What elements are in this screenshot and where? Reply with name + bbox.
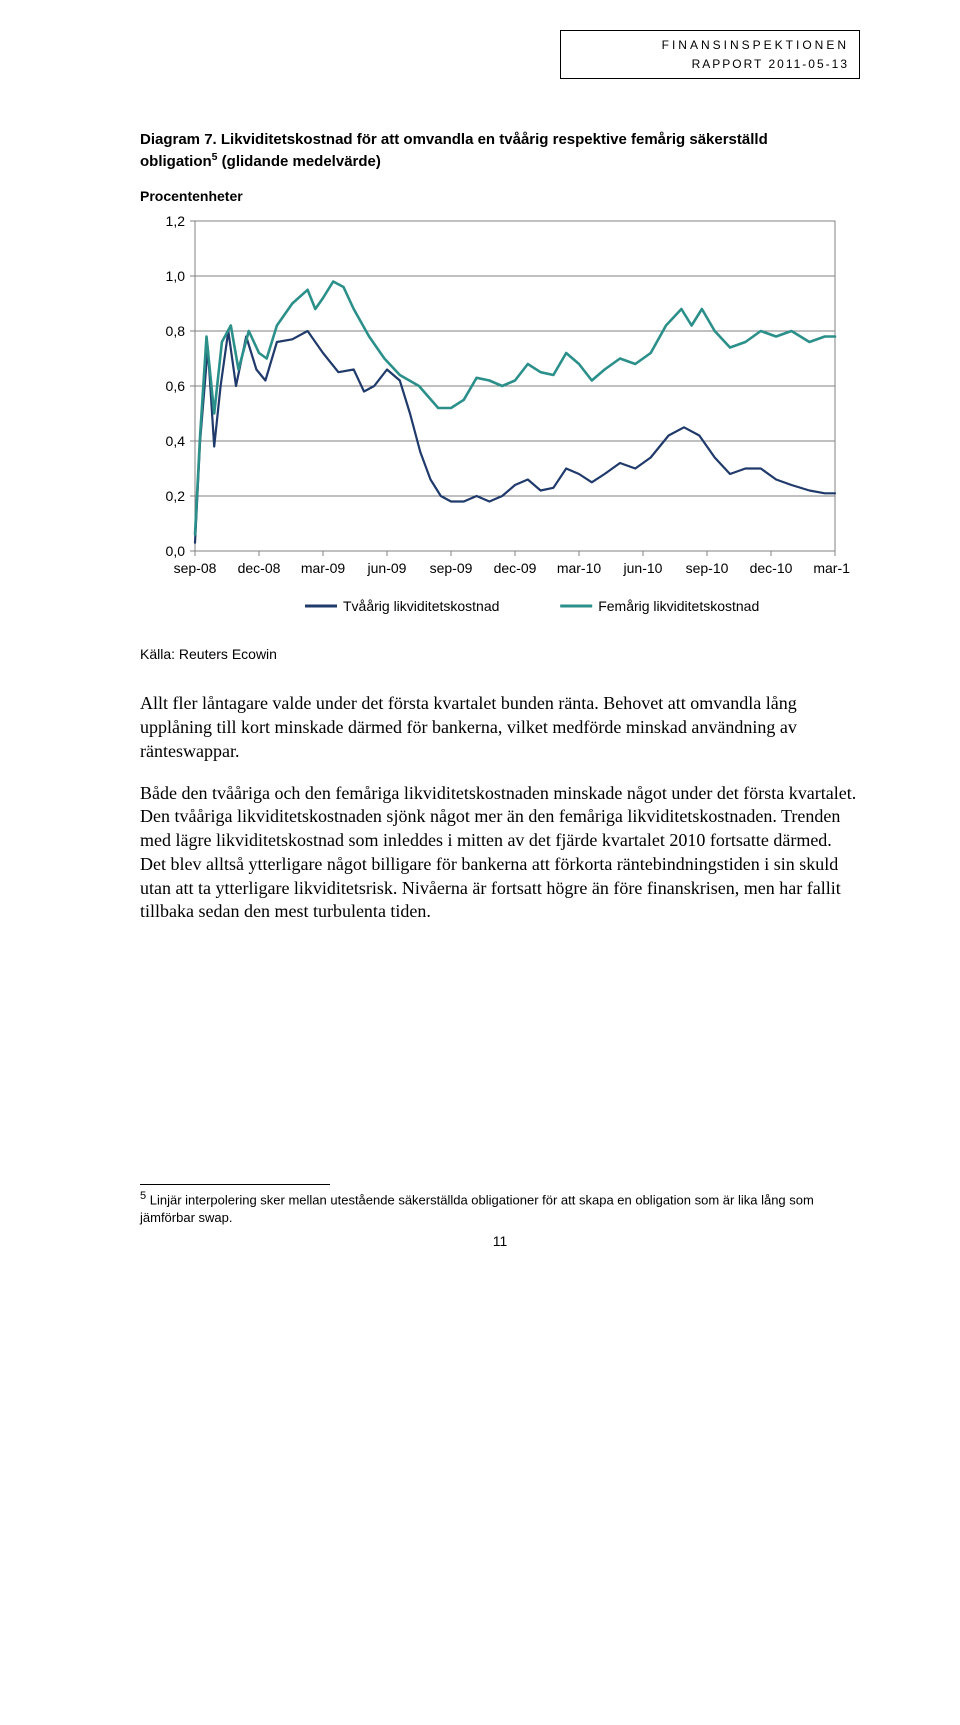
paragraph-1: Allt fler låntagare valde under det förs… — [140, 692, 860, 763]
svg-text:sep-09: sep-09 — [430, 560, 473, 576]
svg-text:1,0: 1,0 — [166, 268, 186, 284]
figure-block: Diagram 7. Likviditetskostnad för att om… — [140, 130, 860, 664]
page-number: 11 — [140, 1232, 860, 1251]
figure-label: Diagram 7. — [140, 131, 217, 148]
header-rapport: RAPPORT 2011-05-13 — [571, 56, 849, 72]
svg-text:sep-08: sep-08 — [174, 560, 217, 576]
svg-text:1,2: 1,2 — [166, 213, 186, 229]
svg-text:mar-11: mar-11 — [813, 560, 850, 576]
svg-text:0,2: 0,2 — [166, 488, 186, 504]
figure-subtitle: obligation5 (glidande medelvärde) — [140, 150, 860, 172]
footnote-text: Linjär interpolering sker mellan uteståe… — [140, 1192, 814, 1225]
svg-text:jun-10: jun-10 — [623, 560, 663, 576]
svg-text:Femårig likviditetskostnad: Femårig likviditetskostnad — [598, 598, 759, 614]
footnote-separator — [140, 1184, 330, 1185]
svg-text:dec-10: dec-10 — [750, 560, 793, 576]
svg-text:sep-10: sep-10 — [686, 560, 729, 576]
figure-title-line2-pre: obligation — [140, 153, 212, 170]
svg-text:dec-08: dec-08 — [238, 560, 281, 576]
figure-title: Diagram 7. Likviditetskostnad för att om… — [140, 130, 860, 150]
svg-text:mar-10: mar-10 — [557, 560, 602, 576]
body-text: Allt fler låntagare valde under det förs… — [140, 692, 860, 924]
figure-title-line2-post: (glidande medelvärde) — [218, 153, 381, 170]
svg-text:jun-09: jun-09 — [367, 560, 407, 576]
footnote: 5 Linjär interpolering sker mellan utest… — [140, 1189, 860, 1226]
chart-svg: 0,0 0,2 0,4 0,6 0,8 1,0 1,2 sep-08 dec-08 mar-09 j… — [140, 211, 850, 641]
svg-text:mar-09: mar-09 — [301, 560, 346, 576]
header-org: FINANSINSPEKTIONEN — [571, 37, 849, 53]
figure-title-line1: Likviditetskostnad för att omvandla en t… — [221, 131, 768, 148]
liquidity-cost-chart: 0,0 0,2 0,4 0,6 0,8 1,0 1,2 sep-08 dec-08 mar-09 j… — [140, 211, 850, 641]
svg-text:0,4: 0,4 — [166, 433, 186, 449]
svg-text:dec-09: dec-09 — [494, 560, 537, 576]
svg-text:Tvåårig likviditetskostnad: Tvåårig likviditetskostnad — [343, 598, 499, 614]
svg-text:0,0: 0,0 — [166, 543, 186, 559]
chart-source: Källa: Reuters Ecowin — [140, 645, 860, 664]
svg-text:0,6: 0,6 — [166, 378, 186, 394]
svg-text:0,8: 0,8 — [166, 323, 186, 339]
report-header-box: FINANSINSPEKTIONEN RAPPORT 2011-05-13 — [560, 30, 860, 79]
figure-units: Procentenheter — [140, 187, 860, 206]
paragraph-2: Både den tvååriga och den femåriga likvi… — [140, 782, 860, 925]
